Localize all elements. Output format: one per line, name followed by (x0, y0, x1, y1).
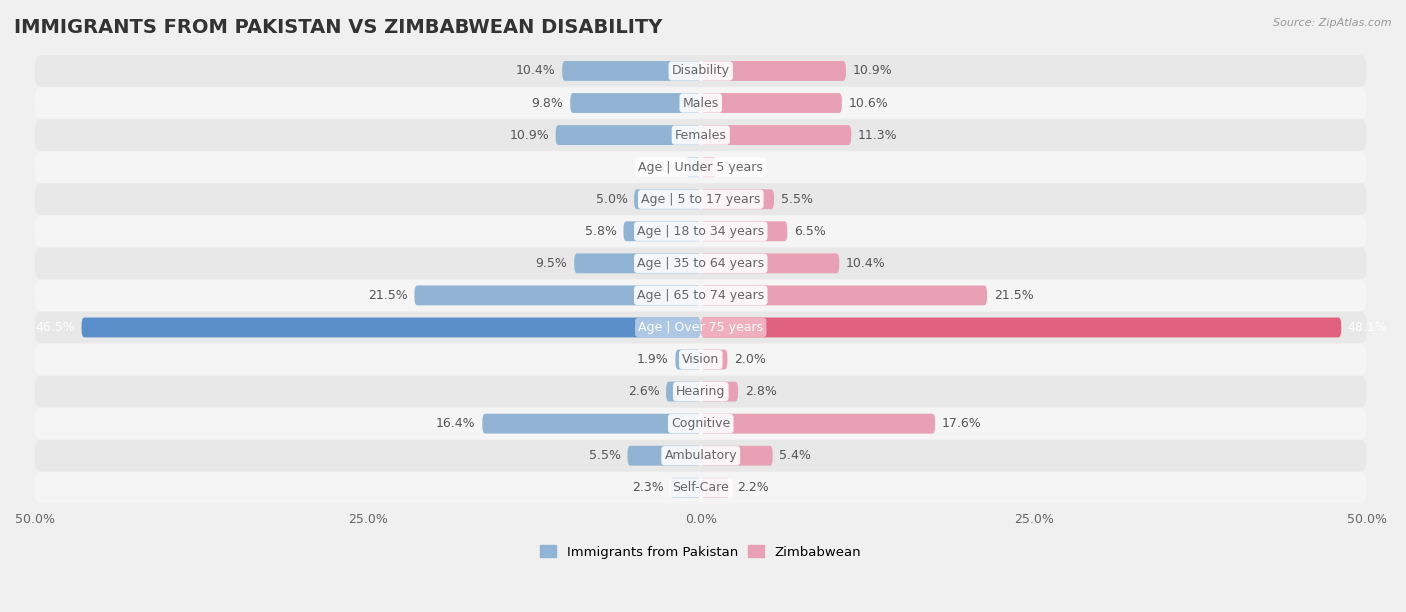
Text: Vision: Vision (682, 353, 720, 366)
Text: 2.6%: 2.6% (627, 385, 659, 398)
Text: 9.5%: 9.5% (536, 257, 568, 270)
Text: 9.8%: 9.8% (531, 97, 564, 110)
Text: Age | Under 5 years: Age | Under 5 years (638, 160, 763, 174)
FancyBboxPatch shape (35, 312, 1367, 343)
FancyBboxPatch shape (627, 446, 700, 466)
FancyBboxPatch shape (35, 376, 1367, 408)
FancyBboxPatch shape (666, 382, 700, 401)
FancyBboxPatch shape (35, 184, 1367, 215)
FancyBboxPatch shape (35, 440, 1367, 471)
FancyBboxPatch shape (35, 119, 1367, 151)
Text: Age | 65 to 74 years: Age | 65 to 74 years (637, 289, 765, 302)
Text: 10.9%: 10.9% (852, 64, 893, 78)
FancyBboxPatch shape (700, 222, 787, 241)
FancyBboxPatch shape (574, 253, 700, 274)
Text: 2.2%: 2.2% (737, 481, 769, 494)
FancyBboxPatch shape (700, 61, 846, 81)
Text: 10.6%: 10.6% (849, 97, 889, 110)
Text: 46.5%: 46.5% (35, 321, 75, 334)
FancyBboxPatch shape (700, 446, 773, 466)
FancyBboxPatch shape (35, 248, 1367, 279)
FancyBboxPatch shape (623, 222, 700, 241)
FancyBboxPatch shape (35, 344, 1367, 375)
FancyBboxPatch shape (35, 151, 1367, 183)
FancyBboxPatch shape (700, 93, 842, 113)
FancyBboxPatch shape (571, 93, 700, 113)
Text: Age | 18 to 34 years: Age | 18 to 34 years (637, 225, 765, 238)
FancyBboxPatch shape (700, 157, 717, 177)
FancyBboxPatch shape (700, 318, 1341, 337)
Text: 5.0%: 5.0% (596, 193, 627, 206)
Text: 10.4%: 10.4% (516, 64, 555, 78)
Text: 21.5%: 21.5% (994, 289, 1033, 302)
FancyBboxPatch shape (482, 414, 700, 433)
Text: 2.8%: 2.8% (745, 385, 776, 398)
Text: 2.0%: 2.0% (734, 353, 766, 366)
Text: Ambulatory: Ambulatory (665, 449, 737, 462)
Text: Hearing: Hearing (676, 385, 725, 398)
FancyBboxPatch shape (700, 285, 987, 305)
Text: 10.9%: 10.9% (509, 129, 548, 141)
FancyBboxPatch shape (35, 408, 1367, 439)
Text: Self-Care: Self-Care (672, 481, 730, 494)
FancyBboxPatch shape (555, 125, 700, 145)
Text: 10.4%: 10.4% (846, 257, 886, 270)
Text: 11.3%: 11.3% (858, 129, 897, 141)
FancyBboxPatch shape (700, 478, 730, 498)
FancyBboxPatch shape (700, 189, 773, 209)
FancyBboxPatch shape (686, 157, 700, 177)
Legend: Immigrants from Pakistan, Zimbabwean: Immigrants from Pakistan, Zimbabwean (534, 540, 866, 564)
FancyBboxPatch shape (671, 478, 700, 498)
Text: IMMIGRANTS FROM PAKISTAN VS ZIMBABWEAN DISABILITY: IMMIGRANTS FROM PAKISTAN VS ZIMBABWEAN D… (14, 18, 662, 37)
Text: Age | 35 to 64 years: Age | 35 to 64 years (637, 257, 765, 270)
FancyBboxPatch shape (700, 125, 851, 145)
FancyBboxPatch shape (675, 349, 700, 370)
Text: 48.1%: 48.1% (1348, 321, 1388, 334)
FancyBboxPatch shape (700, 253, 839, 274)
FancyBboxPatch shape (700, 414, 935, 433)
FancyBboxPatch shape (35, 280, 1367, 311)
FancyBboxPatch shape (82, 318, 700, 337)
Text: 5.5%: 5.5% (780, 193, 813, 206)
FancyBboxPatch shape (35, 88, 1367, 119)
Text: 17.6%: 17.6% (942, 417, 981, 430)
FancyBboxPatch shape (634, 189, 700, 209)
Text: 1.1%: 1.1% (648, 160, 679, 174)
Text: Cognitive: Cognitive (671, 417, 730, 430)
FancyBboxPatch shape (700, 382, 738, 401)
Text: 5.4%: 5.4% (779, 449, 811, 462)
Text: 5.8%: 5.8% (585, 225, 617, 238)
Text: Age | 5 to 17 years: Age | 5 to 17 years (641, 193, 761, 206)
Text: Disability: Disability (672, 64, 730, 78)
FancyBboxPatch shape (415, 285, 700, 305)
Text: 2.3%: 2.3% (631, 481, 664, 494)
Text: 1.2%: 1.2% (724, 160, 755, 174)
FancyBboxPatch shape (35, 55, 1367, 87)
FancyBboxPatch shape (562, 61, 700, 81)
Text: 6.5%: 6.5% (794, 225, 825, 238)
FancyBboxPatch shape (700, 349, 727, 370)
Text: 21.5%: 21.5% (368, 289, 408, 302)
FancyBboxPatch shape (35, 472, 1367, 504)
Text: 16.4%: 16.4% (436, 417, 475, 430)
Text: Source: ZipAtlas.com: Source: ZipAtlas.com (1274, 18, 1392, 28)
Text: 1.9%: 1.9% (637, 353, 669, 366)
Text: Age | Over 75 years: Age | Over 75 years (638, 321, 763, 334)
FancyBboxPatch shape (35, 215, 1367, 247)
Text: Females: Females (675, 129, 727, 141)
Text: Males: Males (683, 97, 718, 110)
Text: 5.5%: 5.5% (589, 449, 621, 462)
